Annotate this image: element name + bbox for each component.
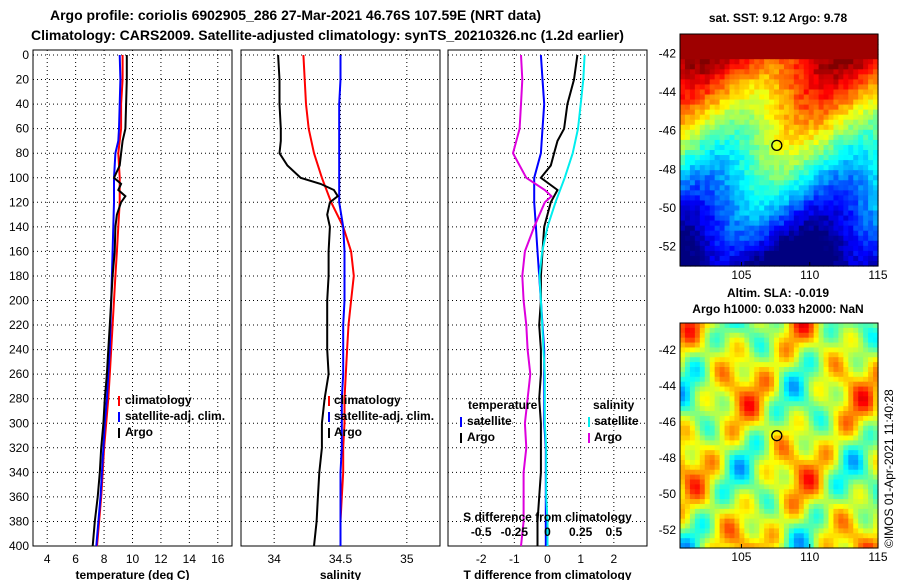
diff-xtick-label: 2 (610, 552, 617, 566)
depth-ytick-label: 100 (9, 171, 29, 185)
depth-ytick-label: 320 (9, 441, 29, 455)
depth-ytick-label: 400 (9, 539, 29, 553)
sdiff-tick-label: -0.5 (471, 525, 492, 539)
temp-xtick-label: 10 (126, 552, 140, 566)
sal-line-climatology (302, 54, 355, 546)
depth-ytick-label: 160 (9, 244, 29, 258)
sla-map-frame (679, 322, 879, 549)
depth-ytick-label: 40 (16, 97, 30, 111)
sla-map-xtick-label: 110 (800, 550, 819, 564)
legend-header-salinity: salinity (593, 398, 635, 412)
sst-map-xtick-label: 105 (731, 268, 751, 282)
sla-map-xtick-label: 105 (731, 550, 751, 564)
temp-xtick-label: 12 (154, 552, 168, 566)
sla-map-ytick-label: -52 (659, 523, 677, 537)
diff-xtick-label: 1 (577, 552, 584, 566)
sst-map-xtick-label: 110 (800, 268, 819, 282)
sla-map-title-line2: Argo h1000: 0.033 h2000: NaN (692, 302, 863, 316)
depth-ytick-label: 20 (16, 73, 30, 87)
chart-title-line2: Climatology: CARS2009. Satellite-adjuste… (31, 27, 624, 43)
sdiff-tick-label: 0 (544, 525, 551, 539)
sst-map-ytick-label: -52 (659, 240, 677, 254)
depth-ytick-label: 280 (9, 392, 29, 406)
sla-map-cells (680, 323, 879, 549)
sal-line-argo (277, 54, 340, 547)
depth-ytick-label: 80 (16, 146, 30, 160)
legend-label: satellite-adj. clim. (334, 409, 434, 423)
legend-label: Argo (467, 430, 495, 444)
diff-line-s-satellite (538, 54, 586, 546)
sal-xtick-label: 34.5 (329, 552, 353, 566)
sst-map-ytick-label: -44 (659, 85, 677, 99)
sla-map-ytick-label: -42 (659, 343, 677, 357)
temp-xlabel: temperature (deg C) (75, 568, 189, 580)
sst-map-xtick-label: 115 (868, 268, 887, 282)
legend-header-temperature: temperature (468, 398, 538, 412)
sst-map-argo-marker (771, 139, 783, 152)
depth-ytick-label: 220 (9, 318, 29, 332)
depth-ytick-label: 60 (16, 122, 30, 136)
diff-xtick-label: 0 (544, 552, 551, 566)
depth-ytick-label: 260 (9, 367, 29, 381)
sla-map-argo-marker (771, 430, 783, 442)
legend-label: satellite (467, 414, 512, 428)
depth-ytick-label: 200 (9, 294, 29, 308)
legend-label: climatology (334, 393, 401, 407)
sla-map-ytick-label: -50 (659, 487, 677, 501)
sla-map-title-line1: Altim. SLA: -0.019 (727, 286, 829, 300)
sdiff-tick-label: -0.25 (501, 525, 529, 539)
temp-xtick-label: 16 (211, 552, 225, 566)
sla-map-xtick-label: 115 (868, 550, 887, 564)
legend-label: satellite-adj. clim. (125, 409, 225, 423)
temp-xtick-label: 6 (72, 552, 79, 566)
legend-label: Argo (125, 425, 153, 439)
sla-map-ytick-label: -44 (659, 379, 677, 393)
depth-ytick-label: 380 (9, 514, 29, 528)
temp-xtick-label: 14 (183, 552, 197, 566)
depth-ytick-label: 340 (9, 465, 29, 479)
sdiff-tick-label: 0.5 (605, 525, 622, 539)
legend-label: Argo (594, 430, 622, 444)
diff-xlabel: T difference from climatology (463, 568, 631, 580)
temp-xtick-label: 4 (44, 552, 51, 566)
sst-map-ytick-label: -50 (659, 201, 677, 215)
sdiff-label: S difference from climatology (463, 510, 632, 524)
sla-map-ytick-label: -48 (659, 451, 677, 465)
temp-xtick-label: 8 (101, 552, 108, 566)
diff-line-s-argo (511, 54, 553, 547)
diff-xtick-label: -1 (509, 552, 520, 566)
legend-label: climatology (125, 393, 192, 407)
sal-xtick-label: 35 (400, 552, 414, 566)
sal-xlabel: salinity (320, 568, 362, 580)
sst-map-cells (680, 34, 879, 267)
temp-line-argo (91, 55, 128, 547)
sal-xtick-label: 34 (267, 552, 281, 566)
sst-map-frame (679, 33, 879, 267)
depth-ytick-label: 140 (9, 220, 29, 234)
depth-ytick-label: 120 (9, 195, 29, 209)
sst-map-ytick-label: -46 (659, 124, 677, 138)
depth-ytick-label: 0 (22, 48, 29, 62)
depth-ytick-label: 360 (9, 490, 29, 504)
sst-map-ytick-label: -42 (659, 46, 677, 60)
depth-ytick-label: 240 (9, 343, 29, 357)
depth-ytick-label: 300 (9, 416, 29, 430)
legend-label: satellite (594, 414, 639, 428)
depth-ytick-label: 180 (9, 269, 29, 283)
sla-map-ytick-label: -46 (659, 415, 677, 429)
legend-label: Argo (334, 425, 362, 439)
sst-map-title: sat. SST: 9.12 Argo: 9.78 (709, 11, 848, 25)
sdiff-tick-label: 0.25 (569, 525, 593, 539)
diff-xtick-label: -2 (476, 552, 487, 566)
sst-map-ytick-label: -48 (659, 162, 677, 176)
sal-line-satellite (338, 55, 346, 546)
chart-title-line1: Argo profile: coriolis 6902905_286 27-Ma… (50, 7, 542, 23)
